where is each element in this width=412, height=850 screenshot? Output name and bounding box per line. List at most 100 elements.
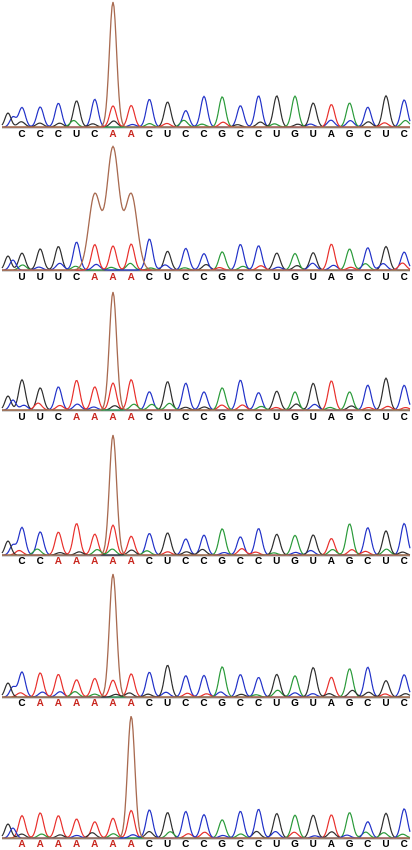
signal-trace (2, 812, 411, 839)
base-call-label: C (255, 129, 262, 140)
base-call-label: C (237, 556, 244, 567)
base-call-label-highlight: A (109, 839, 116, 850)
base-call-label: C (91, 129, 98, 140)
signal-trace (1, 95, 411, 128)
base-call-label: U (73, 129, 80, 140)
base-call-label: U (164, 839, 171, 850)
base-call-label: G (218, 129, 226, 140)
base-call-label: U (273, 129, 280, 140)
base-call-label: U (164, 129, 171, 140)
base-call-label: U (37, 272, 44, 283)
base-call-label: G (291, 412, 299, 423)
base-call-label-highlight: A (37, 698, 44, 709)
base-call-label-highlight: A (37, 839, 44, 850)
base-call-label: U (164, 556, 171, 567)
base-call-label: C (200, 698, 207, 709)
base-call-label: A (328, 839, 335, 850)
base-call-label: C (182, 412, 189, 423)
base-call-label: C (146, 412, 153, 423)
base-call-label: A (328, 556, 335, 567)
base-call-label: C (255, 272, 262, 283)
base-call-label-highlight: A (128, 556, 135, 567)
base-call-label: U (382, 129, 389, 140)
base-call-label: U (55, 272, 62, 283)
base-call-label: A (328, 412, 335, 423)
base-call-label: C (364, 839, 371, 850)
base-call-label: U (382, 412, 389, 423)
base-call-label: G (346, 698, 354, 709)
base-call-label: C (200, 556, 207, 567)
base-call-label: C (200, 129, 207, 140)
base-call-label: G (291, 698, 299, 709)
base-call-label: U (164, 698, 171, 709)
base-call-label-highlight: A (91, 272, 98, 283)
base-call-label: G (218, 556, 226, 567)
base-call-label: U (310, 129, 317, 140)
base-call-label: U (310, 272, 317, 283)
base-call-label-highlight: A (109, 272, 116, 283)
base-call-label: C (237, 698, 244, 709)
base-call-label: C (146, 556, 153, 567)
base-call-label: U (37, 412, 44, 423)
base-call-label: C (182, 272, 189, 283)
base-call-label: C (364, 412, 371, 423)
base-call-label: C (146, 129, 153, 140)
base-call-label: G (291, 272, 299, 283)
base-call-label-highlight: A (91, 556, 98, 567)
base-call-label: C (55, 412, 62, 423)
base-call-label: C (401, 412, 408, 423)
base-call-label: C (182, 129, 189, 140)
base-call-label: G (218, 272, 226, 283)
base-call-label: C (18, 129, 25, 140)
base-call-label: U (18, 272, 25, 283)
base-call-label: C (364, 272, 371, 283)
base-call-label: U (382, 698, 389, 709)
base-call-label: C (237, 412, 244, 423)
base-call-label: U (273, 698, 280, 709)
base-call-label: C (182, 698, 189, 709)
base-call-label-highlight: A (73, 839, 80, 850)
base-call-label: G (291, 129, 299, 140)
base-call-label: C (146, 839, 153, 850)
base-call-label: C (401, 129, 408, 140)
base-call-label: G (346, 839, 354, 850)
base-call-label: C (237, 839, 244, 850)
base-call-label-highlight: A (55, 698, 62, 709)
base-call-label: C (200, 839, 207, 850)
base-call-label: C (255, 412, 262, 423)
base-call-label-highlight: A (91, 698, 98, 709)
signal-trace (1, 812, 410, 839)
base-call-label: A (328, 129, 335, 140)
base-call-label: C (182, 556, 189, 567)
base-call-label: G (346, 412, 354, 423)
base-call-label: C (55, 129, 62, 140)
base-call-label: C (146, 272, 153, 283)
base-call-label: C (18, 698, 25, 709)
base-call-label: C (364, 698, 371, 709)
base-call-label-highlight: A (18, 839, 25, 850)
base-call-label: G (346, 129, 354, 140)
spike-trace (2, 434, 410, 556)
base-call-label: C (401, 272, 408, 283)
base-call-label-highlight: A (128, 698, 135, 709)
base-call-label: U (273, 272, 280, 283)
base-call-label: C (73, 272, 80, 283)
signal-trace (1, 238, 411, 271)
base-call-label-highlight: A (128, 272, 135, 283)
base-call-label: G (346, 556, 354, 567)
base-call-label-highlight: A (73, 412, 80, 423)
base-call-label: U (382, 556, 389, 567)
base-call-label: U (310, 556, 317, 567)
base-call-label: U (310, 698, 317, 709)
spike-trace (2, 1, 410, 128)
base-call-label-highlight: A (73, 698, 80, 709)
base-call-label-highlight: A (128, 412, 135, 423)
base-call-label: C (255, 698, 262, 709)
base-call-label-highlight: A (109, 412, 116, 423)
base-call-label: C (200, 412, 207, 423)
spike-trace (2, 145, 410, 271)
base-call-label: C (182, 839, 189, 850)
